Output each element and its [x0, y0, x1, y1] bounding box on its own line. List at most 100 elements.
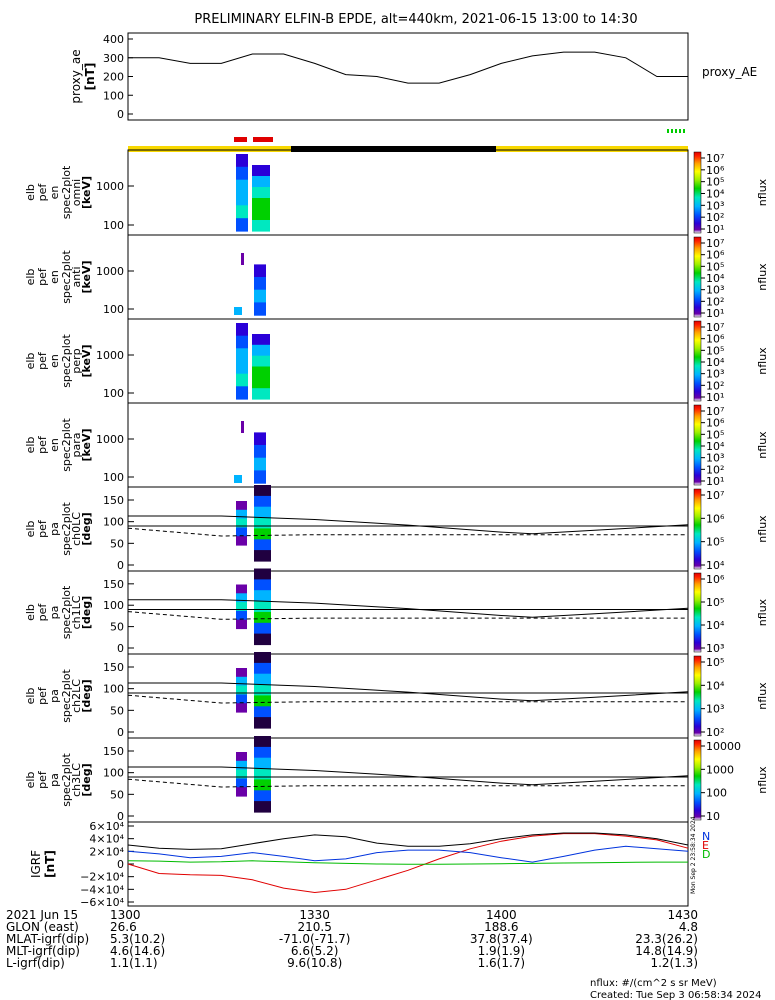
colorbar-tick-label: 10⁴ — [706, 188, 725, 201]
colorbar-tick-label: 10² — [706, 726, 724, 739]
y-axis-label: en — [48, 270, 61, 284]
colorbar-tick-label: 10⁵ — [706, 260, 724, 273]
spectrogram-cell — [254, 790, 271, 802]
loss-cone-line — [127, 694, 688, 704]
colorbar-label: nflux — [756, 431, 769, 459]
y-tick-label: −4×10⁴ — [80, 883, 124, 896]
colorbar — [693, 572, 702, 653]
spectrogram-cell — [236, 536, 247, 546]
y-tick-label: 6×10⁴ — [89, 820, 124, 833]
spectrogram-cell — [241, 253, 244, 265]
spectrogram-cell — [254, 706, 271, 718]
colorbar-tick-label: 10⁵ — [706, 656, 724, 669]
footer-value: 1400 — [486, 908, 517, 922]
panel-frame — [127, 570, 689, 655]
footer-value: 4.6(14.6) — [110, 944, 165, 958]
spectrogram-cell — [236, 518, 247, 528]
y-tick-label: 100 — [103, 89, 124, 102]
spectrogram-cell — [254, 633, 271, 646]
spectrogram-cell — [236, 509, 247, 520]
y-tick-label: 0 — [117, 810, 124, 823]
y-axis-label: elb — [24, 772, 37, 789]
footer-row-label: L-igrf(dip) — [6, 956, 65, 970]
y-axis-unit: [nT] — [83, 63, 97, 91]
footer-value: 23.3(26.2) — [635, 932, 698, 946]
y-tick-label: 1000 — [96, 265, 124, 278]
y-axis-label: spec2plot — [60, 334, 73, 388]
y-axis-label: en — [48, 186, 61, 200]
y-axis-label: pa — [48, 689, 61, 703]
igrf-line-d — [127, 860, 688, 865]
colorbar-tick-label: 10⁴ — [706, 356, 725, 369]
y-axis-label: pef — [36, 603, 49, 622]
y-tick-label: 4×10⁴ — [89, 833, 124, 846]
footer-value: -71.0(-71.7) — [279, 932, 350, 946]
y-tick-label: 100 — [103, 387, 124, 400]
spectrogram-cell — [236, 787, 247, 797]
colorbar-tick-label: 10⁶ — [706, 164, 725, 177]
colorbar-label: nflux — [756, 178, 769, 206]
y-tick-label: 1000 — [96, 180, 124, 193]
colorbar-tick-label: 10⁵ — [706, 176, 724, 189]
footer-value: 210.5 — [297, 920, 331, 934]
spectrogram-cell — [236, 668, 247, 678]
y-tick-label: 100 — [103, 516, 124, 529]
sunlight-shadow-bar — [128, 146, 688, 152]
footer-value: 1330 — [299, 908, 330, 922]
footer-value: 1300 — [110, 908, 141, 922]
spectrogram-cell — [254, 568, 271, 580]
colorbar-tick-label: 10⁶ — [706, 249, 725, 262]
y-axis-label: [keV] — [80, 428, 93, 461]
panel-frame — [127, 653, 689, 739]
colorbar-tick-label: 1000 — [706, 763, 734, 776]
y-axis-label: spec2plot — [60, 250, 73, 304]
colorbar-tick-label: 10¹ — [706, 391, 724, 404]
colorbar — [693, 151, 702, 234]
colorbar-tick-label: 10⁷ — [706, 321, 724, 334]
spectrogram-cell — [254, 684, 271, 697]
colorbar-tick-label: 10⁶ — [706, 573, 725, 586]
y-axis-label: [deg] — [80, 596, 93, 629]
spectrogram-cell — [254, 736, 271, 748]
y-axis-label: [deg] — [80, 512, 93, 545]
footer-row-label: MLAT-igrf(dip) — [6, 932, 89, 946]
y-axis-label: [deg] — [80, 679, 93, 712]
panel-frame — [127, 32, 689, 121]
created-timestamp: Created: Tue Sep 3 06:58:34 2024 — [590, 990, 762, 1000]
y-axis-label: pef — [36, 435, 49, 454]
spectrogram-cell — [236, 584, 247, 594]
spectrogram-cell — [236, 778, 247, 788]
colorbar-tick-label: 10¹ — [706, 475, 724, 488]
spectrogram-cell — [236, 602, 247, 612]
y-axis-label: ch0LC — [70, 512, 83, 546]
legend-e: E — [702, 839, 709, 852]
y-tick-label: 100 — [103, 683, 124, 696]
y-tick-label: 150 — [103, 745, 124, 758]
colorbar-tick-label: 10⁶ — [706, 333, 725, 346]
y-axis-label: pef — [36, 519, 49, 538]
spectrogram-cell — [236, 685, 247, 695]
colorbar-tick-label: 10² — [706, 211, 724, 224]
y-axis-label: spec2plot — [60, 418, 73, 472]
colorbar-tick-label: 10 — [706, 810, 720, 823]
science-zone-markers — [234, 129, 687, 142]
spectrogram-cell — [252, 187, 270, 199]
colorbar-tick-label: 10¹ — [706, 307, 724, 320]
igrf-line-n — [127, 833, 689, 894]
y-axis-label: ch1LC — [70, 595, 83, 629]
y-tick-label: 100 — [103, 767, 124, 780]
spectrogram-cell — [236, 703, 247, 713]
spectrogram-cell — [254, 673, 271, 686]
y-axis-label: spec2plot — [60, 753, 73, 807]
y-axis-label: pa — [48, 606, 61, 620]
y-tick-label: 150 — [103, 578, 124, 591]
y-axis-label: [keV] — [80, 344, 93, 377]
spectrogram-cell — [254, 485, 271, 497]
spectrogram-cell — [236, 192, 248, 206]
y-axis-label: pef — [36, 686, 49, 705]
y-tick-label: 100 — [103, 599, 124, 612]
antiloss-cone-line — [128, 682, 689, 702]
colorbar-tick-label: 10⁴ — [706, 440, 725, 453]
